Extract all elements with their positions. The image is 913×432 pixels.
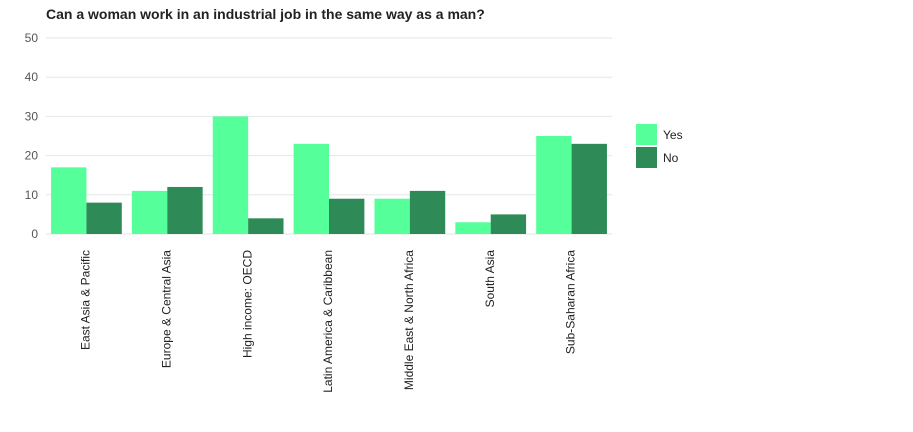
y-tick-label-10: 10 <box>25 188 39 202</box>
x-category-label-1: Europe & Central Asia <box>159 250 173 368</box>
x-category-label-5: South Asia <box>483 250 497 308</box>
bar-no-3 <box>329 198 365 234</box>
bar-no-5 <box>490 214 527 234</box>
bar-yes-4 <box>374 198 410 234</box>
y-tick-label-20: 20 <box>25 149 39 163</box>
bar-no-0 <box>86 202 122 234</box>
x-axis-labels: East Asia & Pacific Europe & Central Asia… <box>79 250 578 393</box>
bar-yes-3 <box>293 143 329 234</box>
bars <box>51 116 607 234</box>
y-tick-label-50: 50 <box>25 31 39 45</box>
bar-yes-5 <box>455 222 491 234</box>
bar-no-6 <box>571 143 607 234</box>
y-axis-ticks: 0 10 20 30 40 50 <box>25 31 39 241</box>
bar-yes-0 <box>51 167 87 234</box>
legend: Yes No <box>636 124 683 168</box>
bar-no-2 <box>248 218 284 234</box>
chart-title: Can a woman work in an industrial job in… <box>46 6 485 22</box>
x-category-label-4: Middle East & North Africa <box>402 250 416 390</box>
x-category-label-2: High income: OECD <box>240 250 254 358</box>
bar-yes-6 <box>536 136 572 234</box>
y-tick-label-0: 0 <box>31 227 38 241</box>
bar-no-4 <box>409 190 446 234</box>
x-category-label-0: East Asia & Pacific <box>79 250 93 350</box>
x-category-label-3: Latin America & Caribbean <box>321 250 335 393</box>
bar-yes-1 <box>131 190 168 234</box>
bar-yes-2 <box>212 116 249 234</box>
legend-swatch-yes <box>636 124 657 145</box>
y-tick-label-40: 40 <box>25 70 39 84</box>
bar-no-1 <box>167 186 203 234</box>
x-category-label-6: Sub-Saharan Africa <box>564 250 578 354</box>
legend-swatch-no <box>636 147 657 168</box>
legend-label-no: No <box>663 151 679 165</box>
y-tick-label-30: 30 <box>25 109 39 123</box>
legend-label-yes: Yes <box>663 128 683 142</box>
